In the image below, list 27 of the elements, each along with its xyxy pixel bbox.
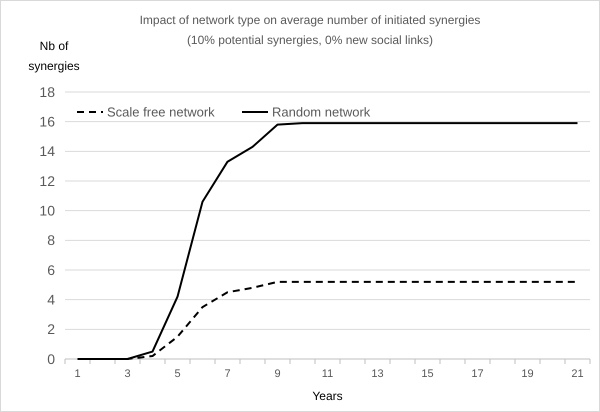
y-tick-label: 0 [47,350,56,367]
y-tick-label: 2 [47,321,56,338]
y-tick-label: 16 [39,114,56,130]
y-tick-label: 8 [47,232,56,248]
y-tick-label: 10 [39,202,56,219]
x-tick-label: 3 [124,368,131,380]
chart-title: Impact of network type on average number of initiated synergies [140,13,480,27]
y-tick-label: 14 [39,143,56,160]
x-tick-label: 1 [74,368,81,380]
x-tick-label: 17 [471,368,484,380]
x-tick-label: 11 [322,368,334,380]
x-tick-label: 7 [224,368,231,380]
x-axis-title: Years [312,389,343,403]
x-tick-label: 21 [571,368,584,380]
y-tick-label: 12 [39,172,56,189]
y-tick-label: 4 [47,292,56,308]
x-tick-label: 19 [521,368,534,380]
x-tick-label: 5 [174,368,181,380]
legend-label: Scale free network [107,104,216,120]
x-tick-label: 15 [421,368,434,380]
x-tick-label: 13 [371,368,384,380]
x-tick-label: 9 [274,368,281,380]
chart-subtitle: (10% potential synergies, 0% new social links) [186,33,434,47]
y-tick-label: 6 [47,262,56,278]
y-tick-label: 18 [39,84,56,100]
y-axis-title: Nb of synergies [28,39,80,73]
legend-label: Random network [272,104,371,120]
